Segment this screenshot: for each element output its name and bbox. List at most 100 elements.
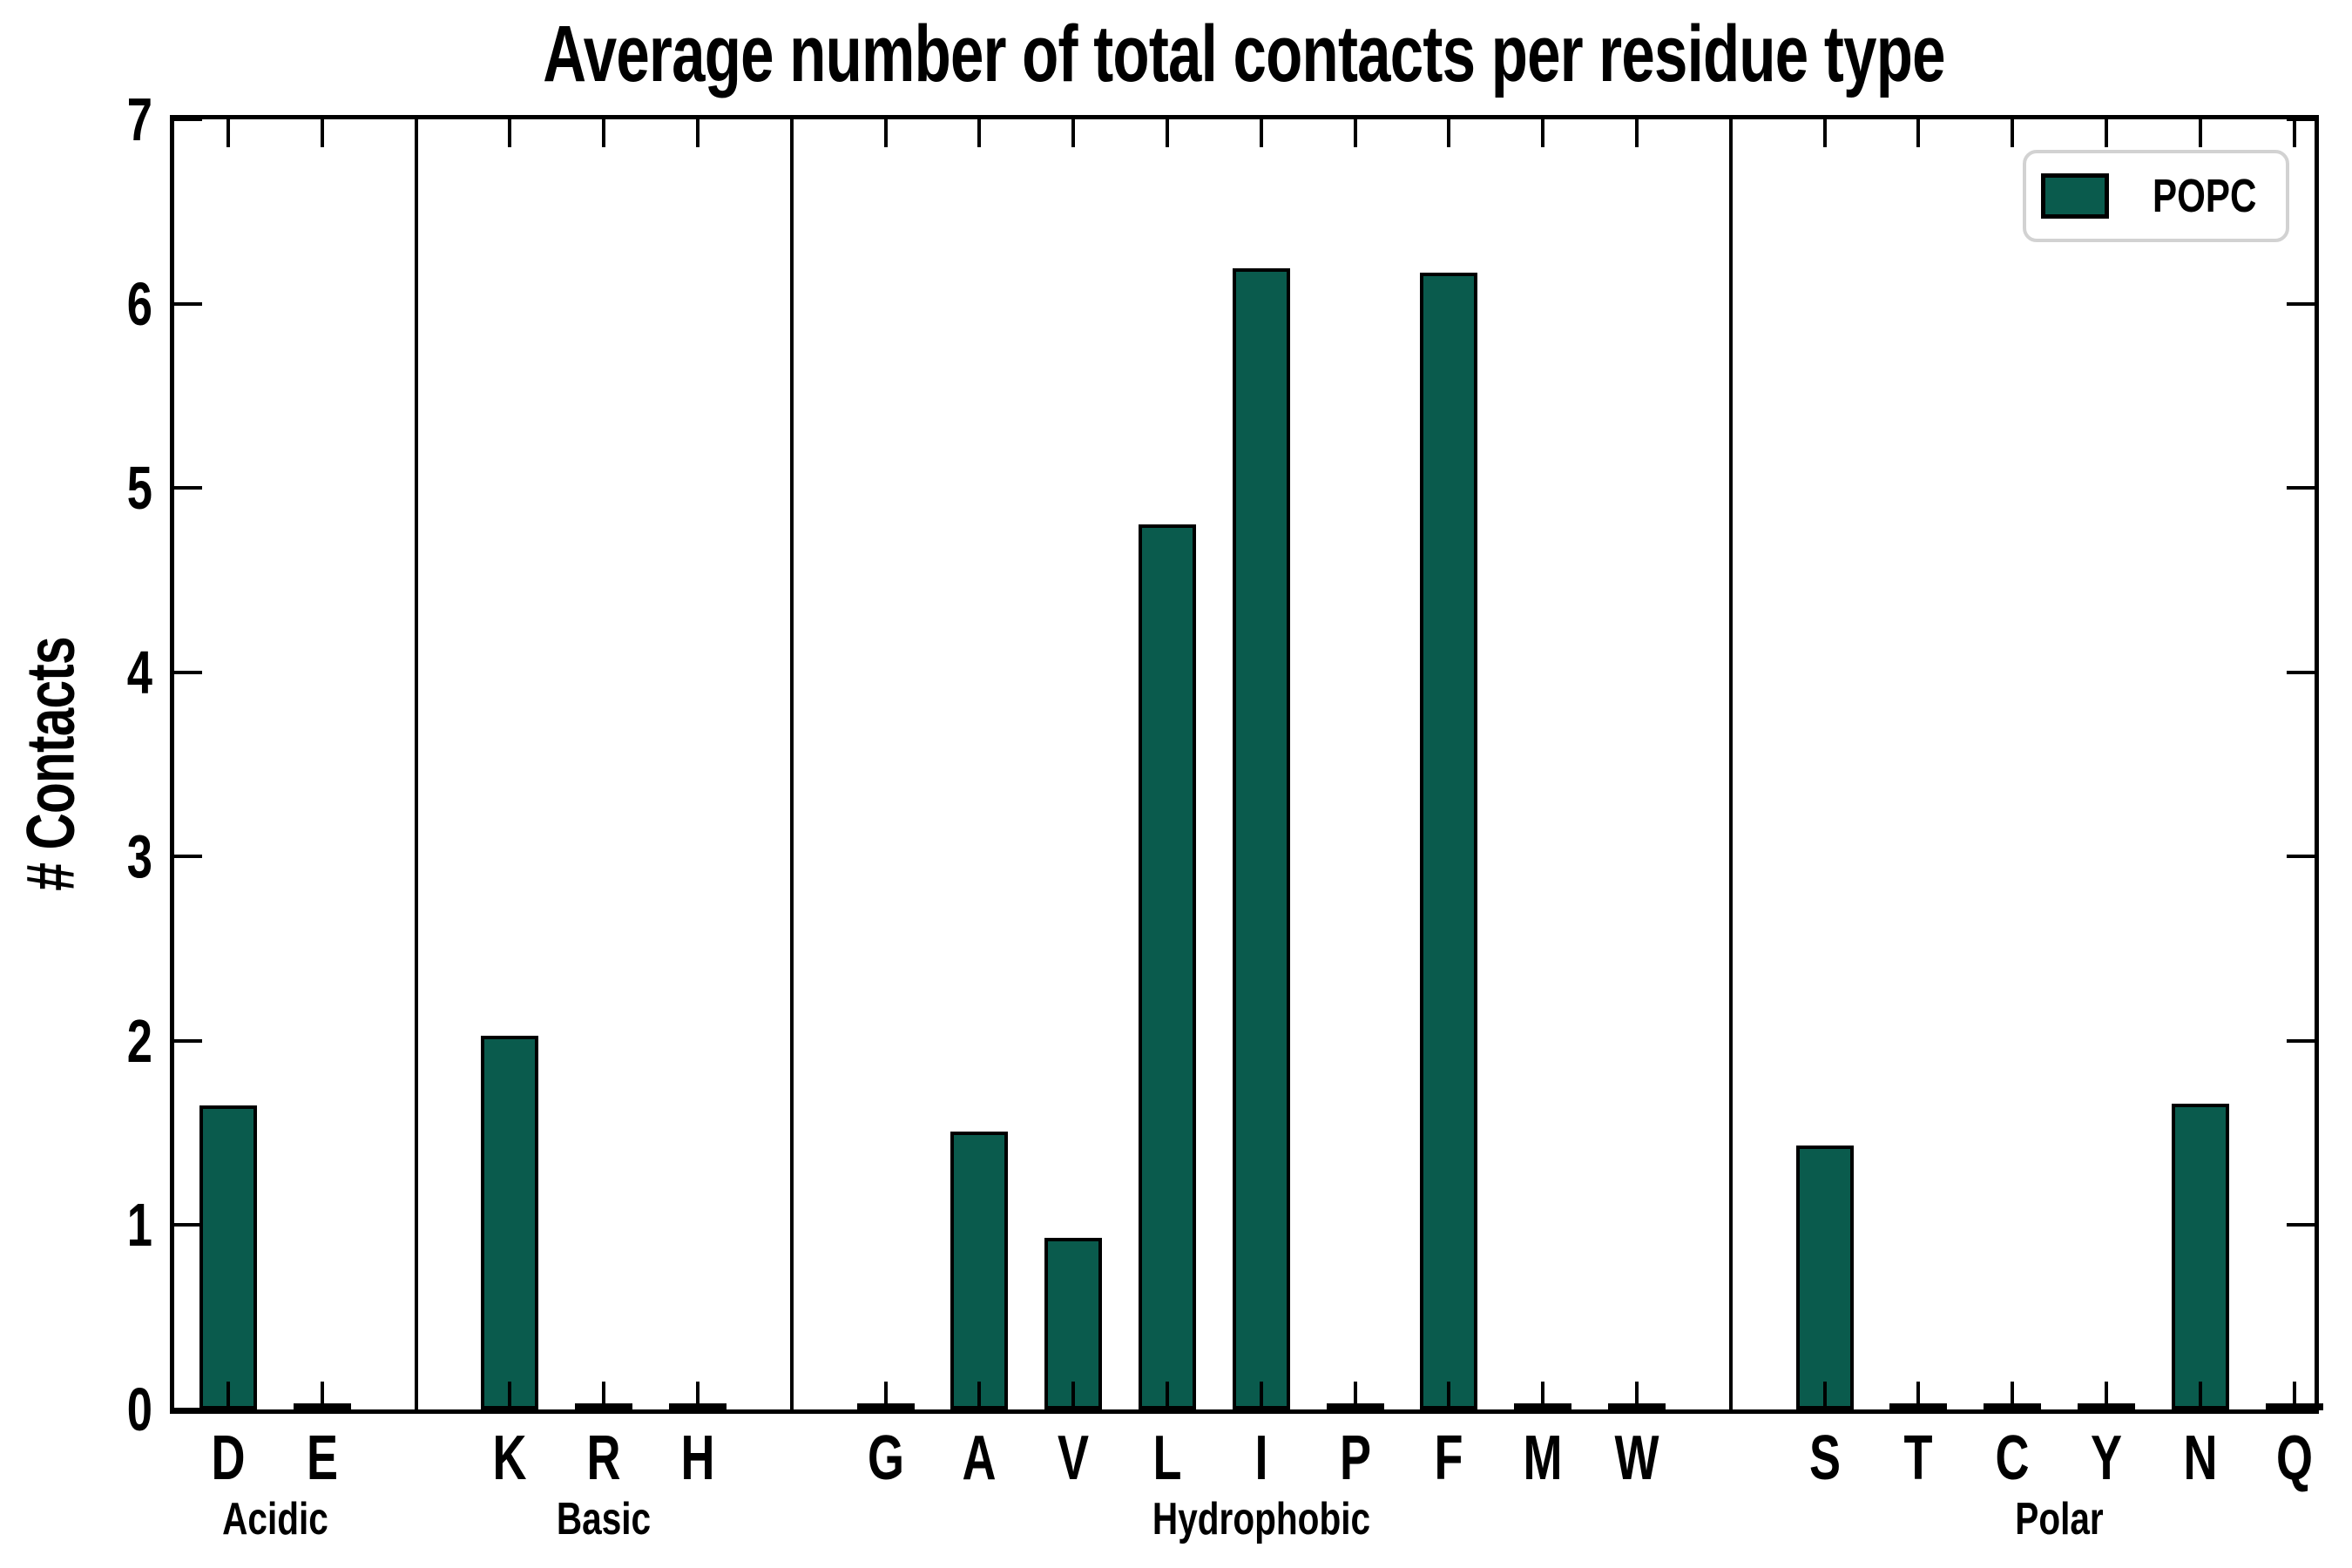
x-tick-p	[1353, 1382, 1357, 1409]
y-tick-5	[174, 486, 202, 490]
x-tick-top-v	[1071, 119, 1076, 147]
y-tick-label-4: 4	[126, 638, 152, 706]
x-tick-top-f	[1447, 119, 1451, 147]
x-tick-label-k: K	[492, 1423, 527, 1493]
x-tick-top-s	[1822, 119, 1827, 147]
y-tick-right-1	[2287, 1223, 2315, 1227]
y-tick-label-0: 0	[126, 1375, 152, 1443]
y-tick-label-2: 2	[126, 1006, 152, 1075]
group-separator	[1728, 119, 1733, 1409]
bar-i	[1232, 268, 1290, 1409]
y-tick-1	[174, 1223, 202, 1227]
plot-area-border	[170, 115, 2319, 1414]
x-tick-top-e	[320, 119, 324, 147]
x-tick-label-g: G	[867, 1423, 904, 1493]
x-tick-m	[1541, 1382, 1545, 1409]
y-tick-label-5: 5	[126, 454, 152, 523]
x-tick-label-l: L	[1152, 1423, 1182, 1493]
y-tick-label-7: 7	[126, 85, 152, 153]
y-tick-right-7	[2287, 118, 2315, 121]
x-tick-c	[2011, 1382, 2015, 1409]
x-tick-e	[320, 1382, 324, 1409]
bar-f	[1420, 273, 1478, 1409]
x-tick-label-m: M	[1523, 1423, 1563, 1493]
x-tick-top-k	[508, 119, 512, 147]
y-tick-label-1: 1	[126, 1191, 152, 1260]
x-tick-label-e: E	[306, 1423, 338, 1493]
x-tick-h	[696, 1382, 700, 1409]
x-tick-top-a	[977, 119, 982, 147]
group-label-hydrophobic: Hydrophobic	[1152, 1494, 1370, 1544]
y-tick-right-6	[2287, 301, 2315, 306]
x-tick-g	[883, 1382, 888, 1409]
y-tick-4	[174, 670, 202, 674]
y-tick-right-2	[2287, 1038, 2315, 1043]
y-tick-right-5	[2287, 486, 2315, 490]
x-tick-top-d	[226, 119, 230, 147]
x-tick-top-w	[1635, 119, 1639, 147]
group-label-acidic: Acidic	[222, 1494, 328, 1544]
x-tick-top-g	[883, 119, 888, 147]
legend-swatch-popc	[2041, 173, 2109, 219]
y-tick-label-3: 3	[126, 822, 152, 891]
x-tick-l	[1166, 1382, 1169, 1409]
y-tick-0	[174, 1408, 202, 1411]
x-tick-label-a: A	[962, 1423, 997, 1493]
x-tick-top-m	[1541, 119, 1545, 147]
chart-title: Average number of total contacts per res…	[543, 10, 1945, 98]
x-tick-label-r: R	[586, 1423, 621, 1493]
x-tick-t	[1916, 1382, 1921, 1409]
y-tick-right-0	[2287, 1408, 2315, 1411]
x-tick-label-v: V	[1058, 1423, 1090, 1493]
x-tick-label-y: Y	[2090, 1423, 2123, 1493]
x-tick-label-f: F	[1434, 1423, 1463, 1493]
x-tick-a	[977, 1382, 982, 1409]
y-tick-right-4	[2287, 670, 2315, 674]
x-tick-label-t: T	[1903, 1423, 1933, 1493]
y-tick-3	[174, 855, 202, 859]
y-tick-2	[174, 1038, 202, 1043]
x-tick-w	[1635, 1382, 1639, 1409]
x-tick-top-t	[1916, 119, 1921, 147]
x-tick-n	[2198, 1382, 2202, 1409]
x-tick-label-s: S	[1808, 1423, 1841, 1493]
y-axis-label: # Contacts	[11, 637, 89, 891]
bar-d	[199, 1105, 257, 1409]
x-tick-i	[1259, 1382, 1263, 1409]
x-tick-label-n: N	[2183, 1423, 2218, 1493]
x-tick-top-r	[602, 119, 606, 147]
bar-k	[481, 1036, 539, 1409]
x-tick-f	[1447, 1382, 1451, 1409]
x-tick-label-q: Q	[2275, 1423, 2313, 1493]
x-tick-top-p	[1353, 119, 1357, 147]
x-tick-k	[508, 1382, 512, 1409]
x-tick-top-q	[2292, 119, 2296, 147]
group-separator	[414, 119, 418, 1409]
legend: POPC	[2023, 150, 2289, 242]
x-tick-label-d: D	[211, 1423, 246, 1493]
x-tick-s	[1822, 1382, 1827, 1409]
x-tick-top-h	[696, 119, 700, 147]
y-tick-7	[174, 118, 202, 121]
x-tick-label-i: I	[1254, 1423, 1268, 1493]
group-label-polar: Polar	[2015, 1494, 2104, 1544]
x-tick-v	[1071, 1382, 1076, 1409]
y-tick-label-6: 6	[126, 269, 152, 338]
x-tick-y	[2105, 1382, 2108, 1409]
x-tick-label-h: H	[680, 1423, 715, 1493]
x-tick-r	[602, 1382, 606, 1409]
y-tick-6	[174, 301, 202, 306]
x-tick-d	[226, 1382, 230, 1409]
x-tick-top-n	[2198, 119, 2202, 147]
y-tick-right-3	[2287, 855, 2315, 859]
x-tick-top-l	[1166, 119, 1169, 147]
x-tick-label-w: W	[1614, 1423, 1659, 1493]
x-tick-label-p: P	[1339, 1423, 1371, 1493]
group-label-basic: Basic	[557, 1494, 652, 1544]
x-tick-top-y	[2105, 119, 2108, 147]
legend-label: POPC	[2152, 170, 2257, 222]
x-tick-top-i	[1259, 119, 1263, 147]
x-tick-q	[2292, 1382, 2296, 1409]
x-tick-label-c: C	[1995, 1423, 2030, 1493]
